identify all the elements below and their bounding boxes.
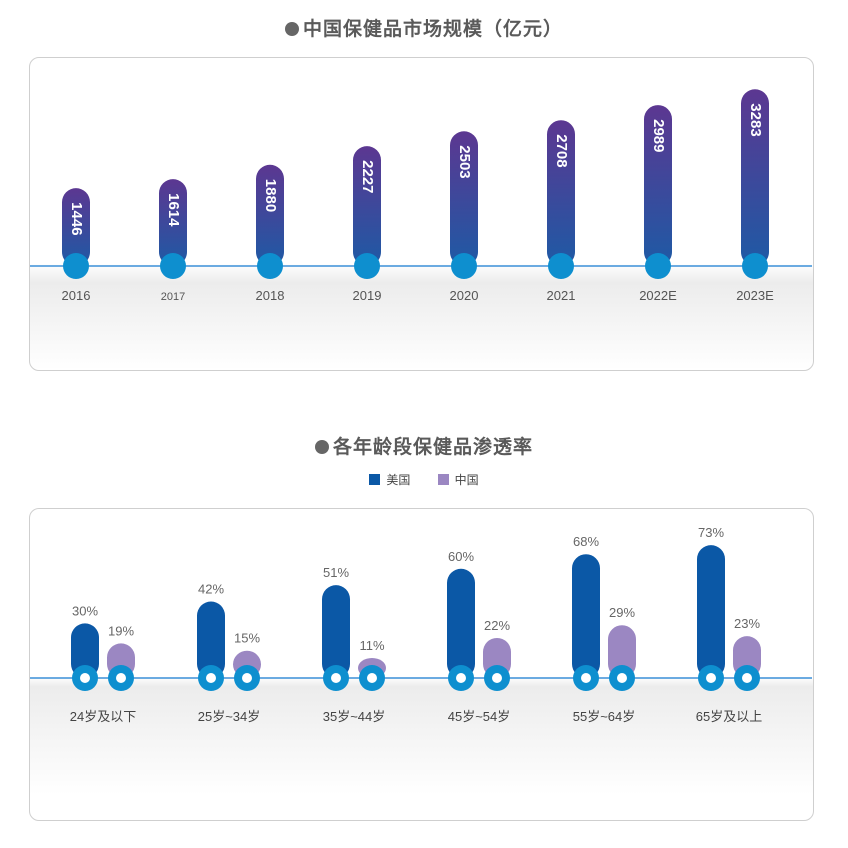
bar-value-label: 1446	[68, 202, 85, 235]
bar-value-label: 1880	[262, 179, 279, 212]
legend-item-us: 美国	[369, 471, 410, 488]
x-tick-label: 35岁~44岁	[323, 709, 386, 724]
bar-market-2022E	[644, 105, 672, 267]
bar-us-55岁~64岁	[572, 554, 600, 678]
bar-market-2021	[547, 120, 575, 266]
bar-market-2017	[159, 179, 187, 266]
bar-value-label: 29%	[609, 605, 635, 620]
chart2-title: 各年龄段保健品渗透率	[0, 432, 848, 459]
bar-value-label: 2989	[650, 119, 667, 152]
x-tick-label: 2016	[62, 288, 91, 303]
bar-value-label: 73%	[698, 525, 724, 540]
bar-us-65岁及以上	[697, 545, 725, 678]
bar-market-2020	[450, 131, 478, 266]
bar-base-dot	[451, 253, 477, 279]
bar-value-label: 15%	[234, 631, 260, 646]
x-tick-label: 55岁~64岁	[573, 709, 636, 724]
bar-value-label: 19%	[108, 623, 134, 638]
bar-base-dot-center	[367, 673, 377, 683]
bar-value-label: 23%	[734, 616, 760, 631]
chart2-legend: 美国 中国	[0, 471, 848, 488]
x-tick-label: 2017	[161, 291, 185, 303]
bar-base-dot	[742, 253, 768, 279]
bar-value-label: 2503	[456, 145, 473, 178]
x-tick-label: 65岁及以上	[696, 709, 762, 724]
legend-swatch-us	[369, 474, 381, 485]
bar-value-label: 60%	[448, 549, 474, 564]
bar-base-dot	[548, 253, 574, 279]
bar-market-2016	[62, 188, 90, 266]
legend-swatch-cn	[437, 474, 449, 485]
x-tick-label: 2022E	[639, 288, 677, 303]
x-tick-label: 25岁~34岁	[198, 709, 261, 724]
bar-value-label: 51%	[323, 565, 349, 580]
legend-label-us: 美国	[386, 473, 411, 487]
bar-us-35岁~44岁	[322, 585, 350, 678]
bar-base-dot-center	[206, 673, 216, 683]
title-bullet-icon	[314, 440, 329, 454]
legend-label-cn: 中国	[454, 473, 479, 487]
bar-base-dot-center	[242, 673, 252, 683]
bar-value-label: 42%	[198, 582, 224, 597]
bar-market-2018	[256, 164, 284, 266]
x-tick-label: 2020	[450, 288, 479, 303]
chart1-title-text: 中国保健品市场规模（亿元）	[302, 19, 563, 40]
bar-value-label: 68%	[573, 534, 599, 549]
x-tick-label: 2023E	[736, 288, 774, 303]
x-tick-label: 45岁~54岁	[448, 709, 511, 724]
bar-base-dot	[257, 253, 283, 279]
bar-base-dot-center	[742, 673, 752, 683]
x-tick-label: 2019	[353, 288, 382, 303]
bar-base-dot-center	[706, 673, 716, 683]
title-bullet-icon	[284, 22, 299, 36]
bar-base-dot-center	[456, 673, 466, 683]
bar-cn-55岁~64岁	[608, 625, 636, 678]
bar-base-dot	[645, 253, 671, 279]
bar-value-label: 22%	[484, 618, 510, 633]
bar-base-dot-center	[492, 673, 502, 683]
bar-base-dot	[354, 253, 380, 279]
bar-base-dot-center	[617, 673, 627, 683]
bar-base-dot-center	[581, 673, 591, 683]
bar-market-2019	[353, 146, 381, 266]
bar-market-2023E	[741, 89, 769, 266]
bar-value-label: 1614	[165, 193, 182, 227]
x-tick-label: 2018	[256, 288, 285, 303]
bar-base-dot-center	[331, 673, 341, 683]
legend-item-cn: 中国	[437, 471, 479, 488]
chart1-title: 中国保健品市场规模（亿元）	[0, 14, 848, 41]
bar-value-label: 11%	[359, 638, 384, 653]
chart2-title-text: 各年龄段保健品渗透率	[332, 437, 533, 458]
x-tick-label: 24岁及以下	[70, 709, 136, 724]
bar-value-label: 3283	[747, 103, 764, 136]
bar-base-dot	[160, 253, 186, 279]
bar-value-label: 2708	[553, 134, 570, 167]
penetration-panel	[29, 508, 814, 821]
bar-value-label: 2227	[359, 160, 376, 193]
bar-us-24岁及以下	[71, 623, 99, 678]
bar-base-dot-center	[80, 673, 90, 683]
bar-base-dot-center	[116, 673, 126, 683]
bar-us-25岁~34岁	[197, 601, 225, 678]
bar-base-dot	[63, 253, 89, 279]
x-tick-label: 2021	[547, 288, 576, 303]
bar-us-45岁~54岁	[447, 568, 475, 678]
bar-value-label: 30%	[72, 603, 98, 618]
